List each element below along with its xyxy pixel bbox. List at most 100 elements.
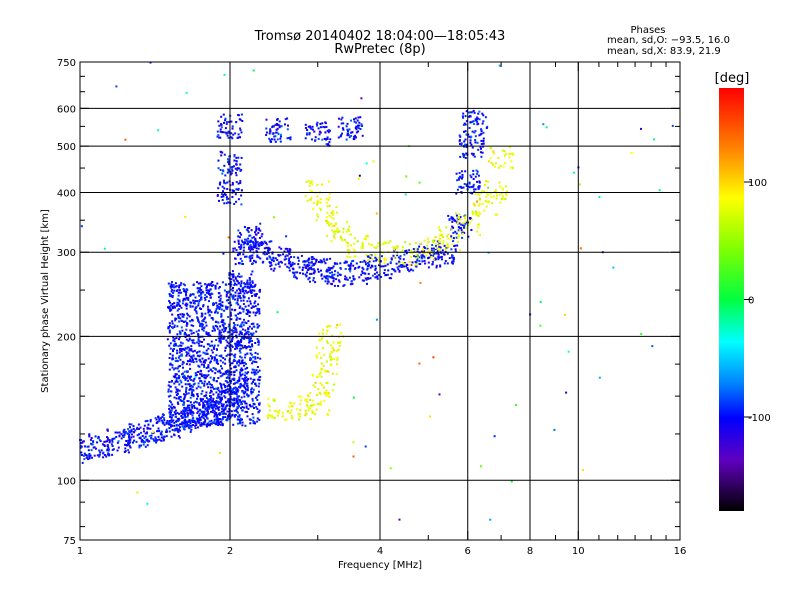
echo-point bbox=[217, 134, 220, 137]
echo-point bbox=[244, 285, 247, 288]
echo-point bbox=[251, 399, 254, 402]
echo-point bbox=[202, 329, 205, 332]
echo-point bbox=[276, 414, 279, 417]
echo-point bbox=[476, 170, 479, 173]
echo-point bbox=[324, 369, 327, 372]
echo-point bbox=[461, 115, 464, 118]
echo-point bbox=[285, 418, 288, 421]
echo-point bbox=[234, 386, 237, 389]
echo-point bbox=[365, 254, 368, 257]
echo-point bbox=[238, 246, 241, 249]
echo-point bbox=[463, 183, 466, 185]
echo-point bbox=[171, 294, 174, 297]
echo-point bbox=[218, 124, 221, 127]
echo-point bbox=[173, 326, 176, 328]
echo-point bbox=[221, 321, 224, 323]
echo-point bbox=[311, 190, 314, 193]
echo-point bbox=[333, 284, 336, 287]
echo-point bbox=[224, 328, 227, 331]
echo-point bbox=[220, 315, 223, 317]
echo-point bbox=[298, 266, 301, 269]
echo-point bbox=[205, 291, 208, 294]
echo-point bbox=[324, 131, 327, 134]
echo-point bbox=[308, 272, 311, 275]
echo-point bbox=[323, 275, 326, 278]
echo-point bbox=[202, 327, 205, 330]
echo-point bbox=[238, 251, 241, 254]
echo-point bbox=[483, 183, 486, 186]
echo-point bbox=[252, 422, 255, 425]
echo-point bbox=[231, 332, 234, 335]
echo-point bbox=[478, 198, 481, 201]
echo-point bbox=[253, 289, 256, 292]
echo-point bbox=[189, 358, 192, 361]
echo-point bbox=[250, 247, 253, 250]
echo-point bbox=[248, 337, 251, 339]
echo-point bbox=[220, 365, 222, 368]
echo-point bbox=[222, 113, 225, 116]
echo-point bbox=[237, 287, 240, 290]
echo-point bbox=[209, 361, 212, 364]
echo-point bbox=[233, 323, 236, 326]
echo-point bbox=[240, 131, 243, 134]
echo-point bbox=[229, 401, 232, 404]
echo-point bbox=[487, 251, 490, 254]
echo-point bbox=[215, 415, 218, 417]
echo-point bbox=[508, 146, 511, 149]
echo-point bbox=[291, 271, 294, 274]
echo-point bbox=[184, 408, 187, 411]
echo-point bbox=[96, 454, 99, 457]
echo-point bbox=[250, 273, 253, 276]
echo-point bbox=[340, 134, 343, 137]
echo-point bbox=[224, 362, 227, 365]
echo-point bbox=[241, 262, 244, 265]
echo-point bbox=[363, 259, 366, 262]
echo-point bbox=[183, 289, 186, 292]
echo-point bbox=[182, 315, 185, 318]
echo-point bbox=[167, 306, 169, 309]
echo-point bbox=[249, 422, 252, 425]
echo-point bbox=[250, 391, 253, 393]
echo-point bbox=[271, 416, 273, 419]
echo-point bbox=[288, 259, 290, 262]
echo-point bbox=[277, 263, 280, 265]
echo-point bbox=[235, 330, 237, 333]
echo-point bbox=[333, 224, 336, 227]
echo-point bbox=[330, 283, 333, 286]
echo-point bbox=[238, 386, 240, 388]
echo-point bbox=[211, 329, 214, 332]
echo-point bbox=[218, 406, 221, 409]
echo-point bbox=[421, 254, 424, 257]
echo-point bbox=[170, 421, 173, 424]
echo-point bbox=[269, 257, 272, 260]
echo-point bbox=[245, 379, 247, 382]
echo-point bbox=[273, 135, 276, 138]
echo-point bbox=[172, 284, 175, 286]
echo-point bbox=[227, 201, 230, 204]
echo-point bbox=[117, 446, 120, 449]
echo-point bbox=[423, 256, 426, 259]
echo-point bbox=[197, 282, 200, 285]
echo-point bbox=[211, 281, 214, 284]
echo-point bbox=[252, 246, 255, 249]
echo-point bbox=[173, 343, 176, 346]
echo-point bbox=[359, 116, 362, 119]
echo-point bbox=[144, 435, 147, 438]
echo-point bbox=[455, 172, 458, 175]
echo-point bbox=[106, 428, 109, 431]
echo-point bbox=[268, 240, 271, 243]
echo-point bbox=[250, 382, 253, 385]
echo-point bbox=[462, 156, 465, 159]
echo-point bbox=[289, 411, 292, 414]
echo-point bbox=[123, 451, 126, 453]
echo-point bbox=[276, 124, 279, 126]
echo-point bbox=[169, 394, 172, 397]
echo-point bbox=[260, 235, 263, 238]
echo-point bbox=[239, 169, 242, 172]
echo-point bbox=[437, 226, 440, 229]
echo-point bbox=[478, 118, 481, 121]
echo-point bbox=[493, 435, 496, 438]
echo-point bbox=[205, 417, 208, 419]
echo-point bbox=[363, 237, 366, 240]
echo-point bbox=[187, 412, 190, 415]
